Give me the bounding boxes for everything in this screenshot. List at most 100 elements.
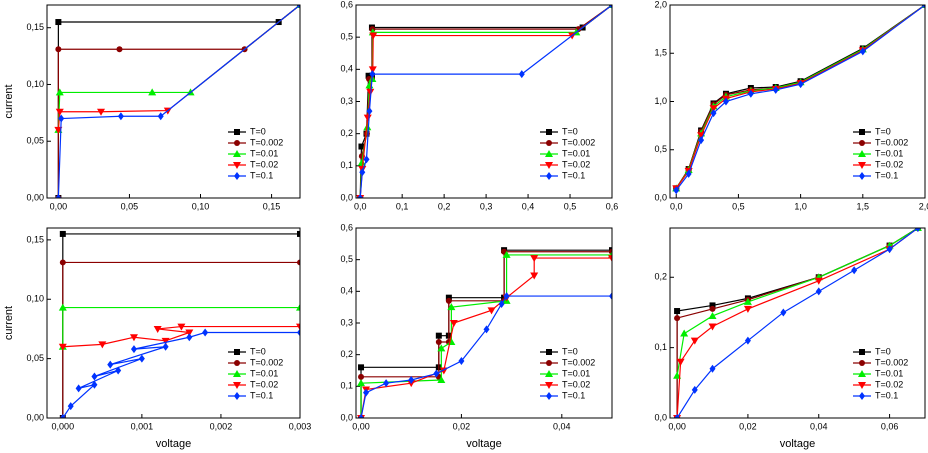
y-tick-label: 0,2 [340,128,353,138]
legend-label: T=0.02 [250,159,278,169]
series-line [360,295,612,418]
marker [743,297,752,305]
marker [458,357,465,365]
legend-marker [234,140,240,146]
marker [914,228,921,232]
marker [383,379,390,388]
y-tick-label: 0,0 [340,412,353,422]
marker [157,112,164,121]
legend-label: T=0 [875,346,891,356]
marker [498,300,505,308]
plot-frame [669,227,926,419]
legend-label: T=0.1 [875,390,898,400]
marker [91,372,98,381]
marker [369,32,378,40]
marker [691,385,698,394]
marker [437,376,446,383]
legend-label: T=0 [875,126,891,136]
marker [815,287,822,296]
plot-area [672,5,925,195]
x-tick-label: 0,00 [668,421,686,431]
legend-marker [859,172,865,180]
x-tick-label: 0,15 [263,201,281,211]
legend-marker [545,382,553,389]
legend-label: T=0.01 [562,148,590,158]
plot-frame [355,227,613,419]
y-tick-label: 0,5 [654,144,667,154]
x-axis-label: voltage [780,438,815,450]
marker [55,46,62,53]
x-tick-label: 0,001 [131,421,154,431]
marker [129,334,138,342]
marker [530,255,539,263]
marker [162,342,169,351]
marker [177,323,186,331]
legend-label: T=0 [562,126,578,136]
marker [148,88,157,96]
x-tick-label: 0,00 [352,421,370,431]
marker [357,379,366,387]
legend-label: T=0.1 [250,170,273,180]
y-tick-label: 0,05 [26,136,44,146]
y-tick-label: 0,1 [654,342,667,352]
marker [58,343,67,351]
y-tick-label: 0,0 [340,192,353,202]
marker [922,5,925,9]
marker [609,5,612,9]
plot-area [58,230,300,418]
y-tick-label: 0,1 [340,381,353,391]
legend-marker [859,349,865,355]
series-line [676,228,919,418]
legend-label: T=0.01 [250,148,278,158]
legend-marker [546,392,552,400]
x-tick-label: 2,0 [919,201,928,211]
x-tick-label: 0,6 [606,201,619,211]
legend-label: T=0 [562,346,578,356]
x-tick-label: 1,0 [794,201,807,211]
legend-marker [545,162,553,169]
marker [690,337,699,345]
marker [297,259,300,266]
y-tick-label: 0,4 [340,64,353,74]
marker [363,114,372,122]
marker [676,358,685,366]
legend-label: T=0.002 [250,357,283,367]
legend-marker [546,140,552,146]
marker [59,414,66,418]
y-tick-label: 0,0 [654,192,667,202]
legend-label: T=0.01 [250,368,278,378]
x-tick-label: 0,04 [810,421,828,431]
marker [358,414,365,418]
marker [116,46,123,53]
y-tick-label: 0,00 [26,412,44,422]
marker [747,89,754,98]
marker [117,112,124,121]
x-tick-label: 0,0 [670,201,683,211]
marker [435,339,442,345]
legend-label: T=0.02 [250,379,278,389]
legend-marker [233,382,241,389]
marker [503,292,510,301]
marker [709,364,716,373]
marker [138,354,145,363]
marker [296,303,300,311]
legend-marker [546,129,552,135]
y-axis-label: current [3,84,15,118]
y-tick-label: 0,6 [340,0,353,9]
x-tick-label: 0,04 [553,421,571,431]
marker [297,230,300,237]
legend-label: T=0.02 [875,379,903,389]
marker [58,114,65,123]
marker [680,329,689,337]
marker [744,336,751,345]
marker [709,305,716,312]
legend-marker [234,172,240,180]
x-tick-label: 0,4 [522,201,535,211]
legend-marker [234,349,240,355]
legend-marker [859,392,865,400]
legend-marker [545,150,553,157]
marker [518,70,525,79]
marker [366,88,375,96]
plot-frame [355,4,613,199]
